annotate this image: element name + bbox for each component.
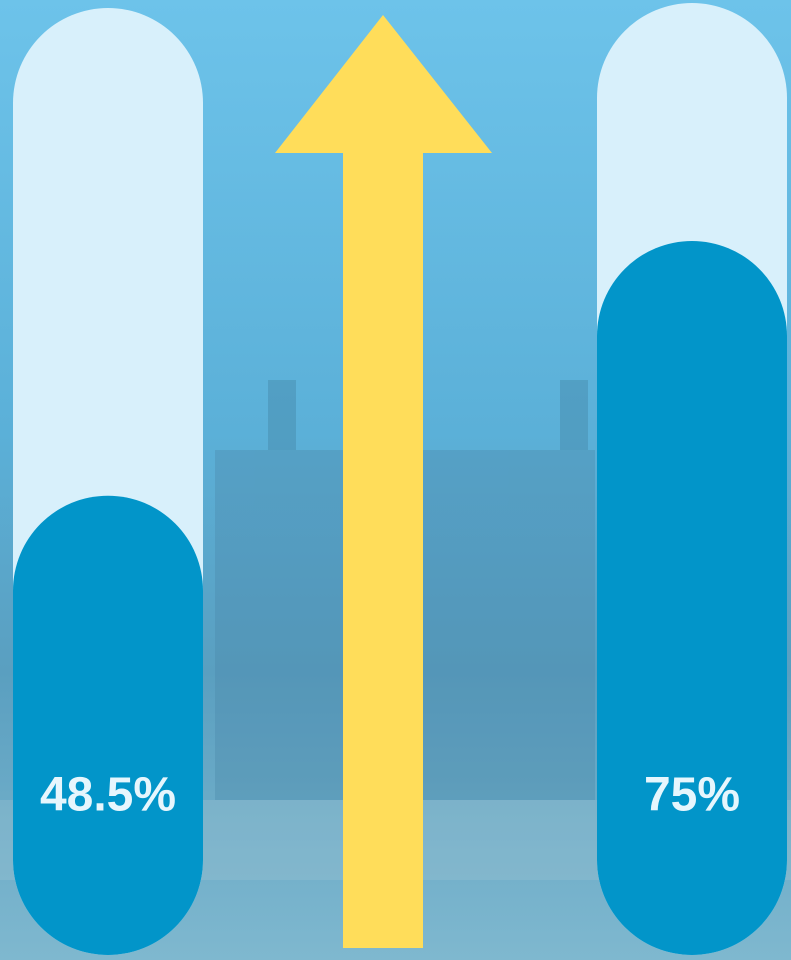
value-label: 75% [644, 769, 740, 822]
value-label: 48.5% [40, 769, 176, 822]
arrow [275, 15, 492, 948]
bar [13, 495, 203, 955]
bar [597, 241, 787, 955]
